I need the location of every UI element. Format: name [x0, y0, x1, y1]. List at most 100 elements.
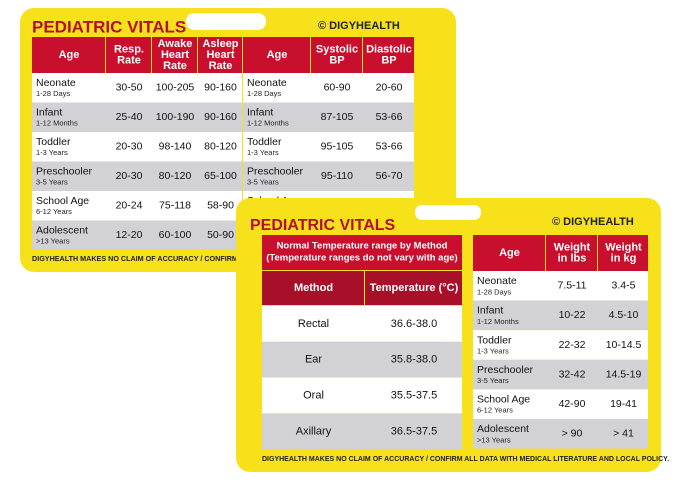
brand: © DIGYHEALTH [552, 216, 634, 228]
value-cell: 100-205 [156, 82, 195, 94]
age-range: 1-12 Months [247, 119, 289, 128]
value-cell: 60-100 [159, 229, 192, 241]
value-cell: 35.5-37.5 [391, 390, 437, 402]
row-bg [32, 102, 242, 132]
age-range: 3-5 Years [36, 178, 68, 187]
age-name: Toddler [247, 136, 282, 148]
age-name: Adolescent [477, 423, 529, 435]
row-bg [32, 132, 242, 162]
value-cell: 10-14.5 [606, 339, 642, 351]
value-cell: 90-160 [204, 111, 237, 123]
header-text: BP [381, 54, 396, 66]
value-cell: Axillary [296, 425, 332, 437]
header-cell [311, 37, 362, 73]
value-cell: 12-20 [116, 229, 143, 241]
age-name: School Age [36, 195, 89, 207]
value-cell: 14.5-19 [606, 368, 642, 380]
row-bg [473, 389, 648, 419]
age-name: Adolescent [36, 225, 88, 237]
value-cell: 60-90 [324, 82, 351, 94]
header-text: Age [267, 49, 288, 61]
header-cell [473, 235, 545, 271]
age-range: 1-12 Months [36, 119, 78, 128]
value-cell: 87-105 [321, 111, 354, 123]
header-text: in lbs [558, 252, 587, 264]
row-bg [243, 102, 414, 132]
value-cell: 20-24 [116, 200, 143, 212]
row-bg [32, 191, 242, 221]
value-cell: Ear [305, 354, 322, 366]
row-bg [473, 419, 648, 449]
value-cell: Oral [303, 390, 324, 402]
header-text: Asleep [202, 38, 238, 50]
value-cell: 20-30 [116, 141, 143, 153]
value-cell: 4.5-10 [609, 309, 639, 321]
header-cell [32, 37, 105, 73]
row-bg [243, 73, 414, 103]
value-cell: 35.8-38.0 [391, 354, 437, 366]
row-bg [473, 330, 648, 360]
row-bg [262, 413, 462, 450]
age-range: 1-3 Years [247, 148, 279, 157]
value-cell: 20-30 [116, 170, 143, 182]
age-range: 6-12 Years [477, 406, 513, 415]
value-cell: 50-90 [207, 229, 234, 241]
header-text: Resp. [114, 43, 144, 55]
row-bg [262, 377, 462, 414]
age-range: 1-28 Days [477, 287, 511, 296]
value-cell: 56-70 [376, 170, 403, 182]
age-name: Infant [477, 305, 503, 317]
age-range: 6-12 Years [36, 207, 72, 216]
brand: © DIGYHEALTH [318, 20, 400, 32]
value-cell: > 41 [613, 428, 634, 440]
caption-text: Normal Temperature range by Method [277, 241, 448, 252]
value-cell: 36.6-38.0 [391, 318, 437, 330]
header-cell [262, 271, 364, 305]
header-text: Diastolic [366, 43, 412, 55]
header-cell [198, 37, 242, 73]
header-cell [363, 37, 414, 73]
row-bg [32, 161, 242, 191]
header-text: Temperature (°C) [370, 282, 459, 294]
header-text: Age [59, 49, 80, 61]
age-name: Preschooler [36, 166, 93, 178]
card-slot [186, 13, 266, 30]
header-cell [106, 37, 151, 73]
card-title: PEDIATRIC VITALS [250, 217, 396, 234]
row-bg [473, 271, 648, 301]
header-text: in kg [611, 252, 637, 264]
age-range: 1-28 Days [36, 89, 70, 98]
card-front: PEDIATRIC VITALS © DIGYHEALTH DIGYHEALTH… [236, 198, 669, 472]
header-text: Heart [161, 49, 189, 61]
age-name: Infant [247, 107, 273, 119]
header-text: BP [329, 54, 344, 66]
row-bg [243, 161, 414, 191]
age-range: 1-28 Days [247, 89, 281, 98]
header-text: Weight [605, 241, 642, 253]
row-bg [473, 359, 648, 390]
header-text: Age [499, 247, 520, 259]
value-cell: 95-105 [321, 141, 354, 153]
value-cell: 80-120 [204, 141, 237, 153]
card-slot [415, 205, 481, 220]
caption-cell [262, 235, 462, 270]
age-range: 1-3 Years [477, 346, 509, 355]
age-range: 1-12 Months [477, 317, 519, 326]
value-cell: Rectal [298, 318, 329, 330]
row-bg [262, 341, 462, 378]
header-text: Awake [158, 38, 193, 50]
header-cell [546, 235, 597, 271]
row-bg [32, 220, 242, 250]
value-cell: 22-32 [559, 339, 586, 351]
header-cell [243, 37, 310, 73]
value-cell: 10-22 [559, 309, 586, 321]
header-text: Systolic [316, 43, 358, 55]
value-cell: 80-120 [159, 170, 192, 182]
value-cell: 90-160 [204, 82, 237, 94]
value-cell: 95-110 [321, 170, 353, 182]
footer: DIGYHEALTH MAKES NO CLAIM OF ACCURACY / … [32, 254, 254, 263]
value-cell: 25-40 [116, 111, 143, 123]
row-bg [32, 73, 242, 103]
value-cell: 20-60 [376, 82, 403, 94]
age-name: Preschooler [247, 166, 304, 178]
